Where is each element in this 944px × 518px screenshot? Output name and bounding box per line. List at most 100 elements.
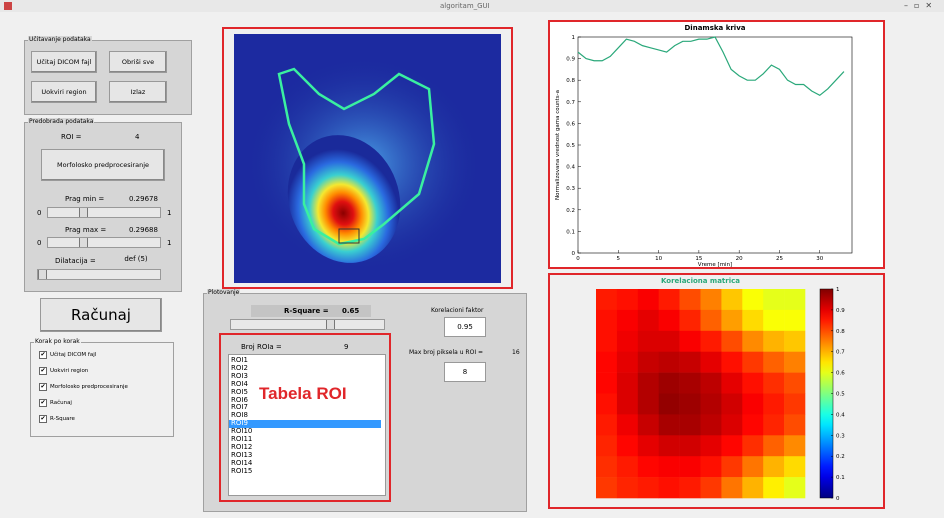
- heat-cell: [763, 289, 784, 310]
- button[interactable]: Učitaj DICOM fajl: [31, 51, 97, 73]
- heat-cell: [784, 352, 805, 373]
- heat-cell: [763, 352, 784, 373]
- heat-cell: [680, 435, 701, 456]
- slider-thumb[interactable]: [79, 208, 88, 217]
- heat-cell: [701, 414, 722, 435]
- button[interactable]: Izlaz: [109, 81, 167, 103]
- roi-label: ROI =: [61, 133, 82, 141]
- heat-cell: [638, 477, 659, 498]
- heat-cell: [659, 435, 680, 456]
- heat-cell: [638, 435, 659, 456]
- steps-panel: Korak po korak ✔Učitaj DICOM fajl✔Uokvir…: [30, 342, 174, 437]
- y-axis-label: Normalizovana vrednost gama counts-a: [555, 90, 561, 200]
- max-pixels-input[interactable]: 8: [444, 362, 486, 382]
- heat-cell: [742, 331, 763, 352]
- check-icon[interactable]: ✔: [39, 415, 47, 423]
- window-title: algoritam_GUI: [440, 2, 490, 10]
- y-tick-label: 0.5: [566, 143, 575, 149]
- heat-cell: [721, 456, 742, 477]
- heat-cell: [784, 394, 805, 415]
- r-square-value: 0.65: [342, 307, 359, 315]
- heat-cell: [596, 414, 617, 435]
- slider[interactable]: [47, 237, 161, 248]
- heat-cell: [721, 331, 742, 352]
- step-label: Učitaj DICOM fajl: [50, 352, 96, 358]
- slider-thumb[interactable]: [326, 320, 335, 329]
- prag-max-value: 0.29688: [129, 226, 158, 234]
- step-checkbox[interactable]: ✔Računaj: [39, 399, 72, 407]
- step-label: Računaj: [50, 400, 72, 406]
- compute-button[interactable]: Računaj: [40, 298, 162, 332]
- heat-cell: [617, 477, 638, 498]
- heat-cell: [784, 310, 805, 331]
- heat-cell: [596, 352, 617, 373]
- max-pixels-label: Max broj piksela u ROI =: [409, 349, 483, 356]
- x-tick-label: 5: [617, 256, 621, 262]
- heat-cell: [638, 456, 659, 477]
- title-bar: algoritam_GUI –▫✕: [0, 0, 944, 12]
- heat-cell: [638, 352, 659, 373]
- button[interactable]: Obriši sve: [109, 51, 167, 73]
- y-tick-label: 1: [572, 35, 576, 41]
- heat-cell: [638, 394, 659, 415]
- heat-cell: [659, 331, 680, 352]
- heat-cell: [659, 289, 680, 310]
- window-controls[interactable]: –▫✕: [904, 1, 938, 10]
- heat-cell: [596, 373, 617, 394]
- step-checkbox[interactable]: ✔R-Square: [39, 415, 75, 423]
- y-tick-label: 0.7: [566, 100, 575, 106]
- app-icon: [4, 2, 12, 10]
- heat-cell: [763, 414, 784, 435]
- heat-cell: [721, 310, 742, 331]
- morph-button[interactable]: Morfolosko predprocesiranje: [41, 149, 165, 181]
- heat-cell: [701, 394, 722, 415]
- heat-cell: [784, 456, 805, 477]
- step-checkbox[interactable]: ✔Učitaj DICOM fajl: [39, 351, 96, 359]
- slider-thumb[interactable]: [38, 270, 47, 279]
- step-checkbox[interactable]: ✔Morfolosko predprocesiranje: [39, 383, 128, 391]
- step-checkbox[interactable]: ✔Uokviri region: [39, 367, 88, 375]
- heat-cell: [701, 373, 722, 394]
- x-tick-label: 0: [576, 256, 580, 262]
- panel-title: Učitavanje podataka: [28, 36, 92, 43]
- x-tick-label: 25: [776, 256, 783, 262]
- colorbar-label: 0.2: [836, 454, 845, 460]
- button[interactable]: Uokviri region: [31, 81, 97, 103]
- slider[interactable]: [47, 207, 161, 218]
- heat-cell: [617, 435, 638, 456]
- heat-cell: [742, 373, 763, 394]
- slider-thumb[interactable]: [79, 238, 88, 247]
- check-icon[interactable]: ✔: [39, 351, 47, 359]
- slider[interactable]: [37, 269, 161, 280]
- heat-cell: [763, 373, 784, 394]
- heat-cell: [596, 310, 617, 331]
- heat-cell: [617, 352, 638, 373]
- heat-cell: [596, 435, 617, 456]
- heat-cell: [680, 352, 701, 373]
- heat-cell: [638, 289, 659, 310]
- step-label: Uokviri region: [50, 368, 88, 374]
- check-icon[interactable]: ✔: [39, 399, 47, 407]
- heat-cell: [638, 331, 659, 352]
- slider[interactable]: [230, 319, 385, 330]
- colorbar-label: 0.3: [836, 433, 845, 439]
- heat-cell: [659, 477, 680, 498]
- heat-cell: [742, 352, 763, 373]
- heat-cell: [638, 373, 659, 394]
- heat-cell: [721, 435, 742, 456]
- heat-cell: [680, 310, 701, 331]
- heat-cell: [721, 394, 742, 415]
- colorbar-label: 0.8: [836, 329, 845, 335]
- slider-max: 1: [167, 239, 171, 247]
- prag-min-label: Prag min =: [65, 195, 104, 203]
- app-window: algoritam_GUI –▫✕ Učitavanje podataka Uč…: [0, 0, 944, 518]
- check-icon[interactable]: ✔: [39, 367, 47, 375]
- heat-cell: [680, 331, 701, 352]
- y-tick-label: 0.9: [566, 57, 575, 63]
- check-icon[interactable]: ✔: [39, 383, 47, 391]
- heat-cell: [763, 456, 784, 477]
- heat-cell: [701, 456, 722, 477]
- corr-input[interactable]: 0.95: [444, 317, 486, 337]
- colorbar-label: 0.1: [836, 475, 845, 481]
- heat-cell: [742, 435, 763, 456]
